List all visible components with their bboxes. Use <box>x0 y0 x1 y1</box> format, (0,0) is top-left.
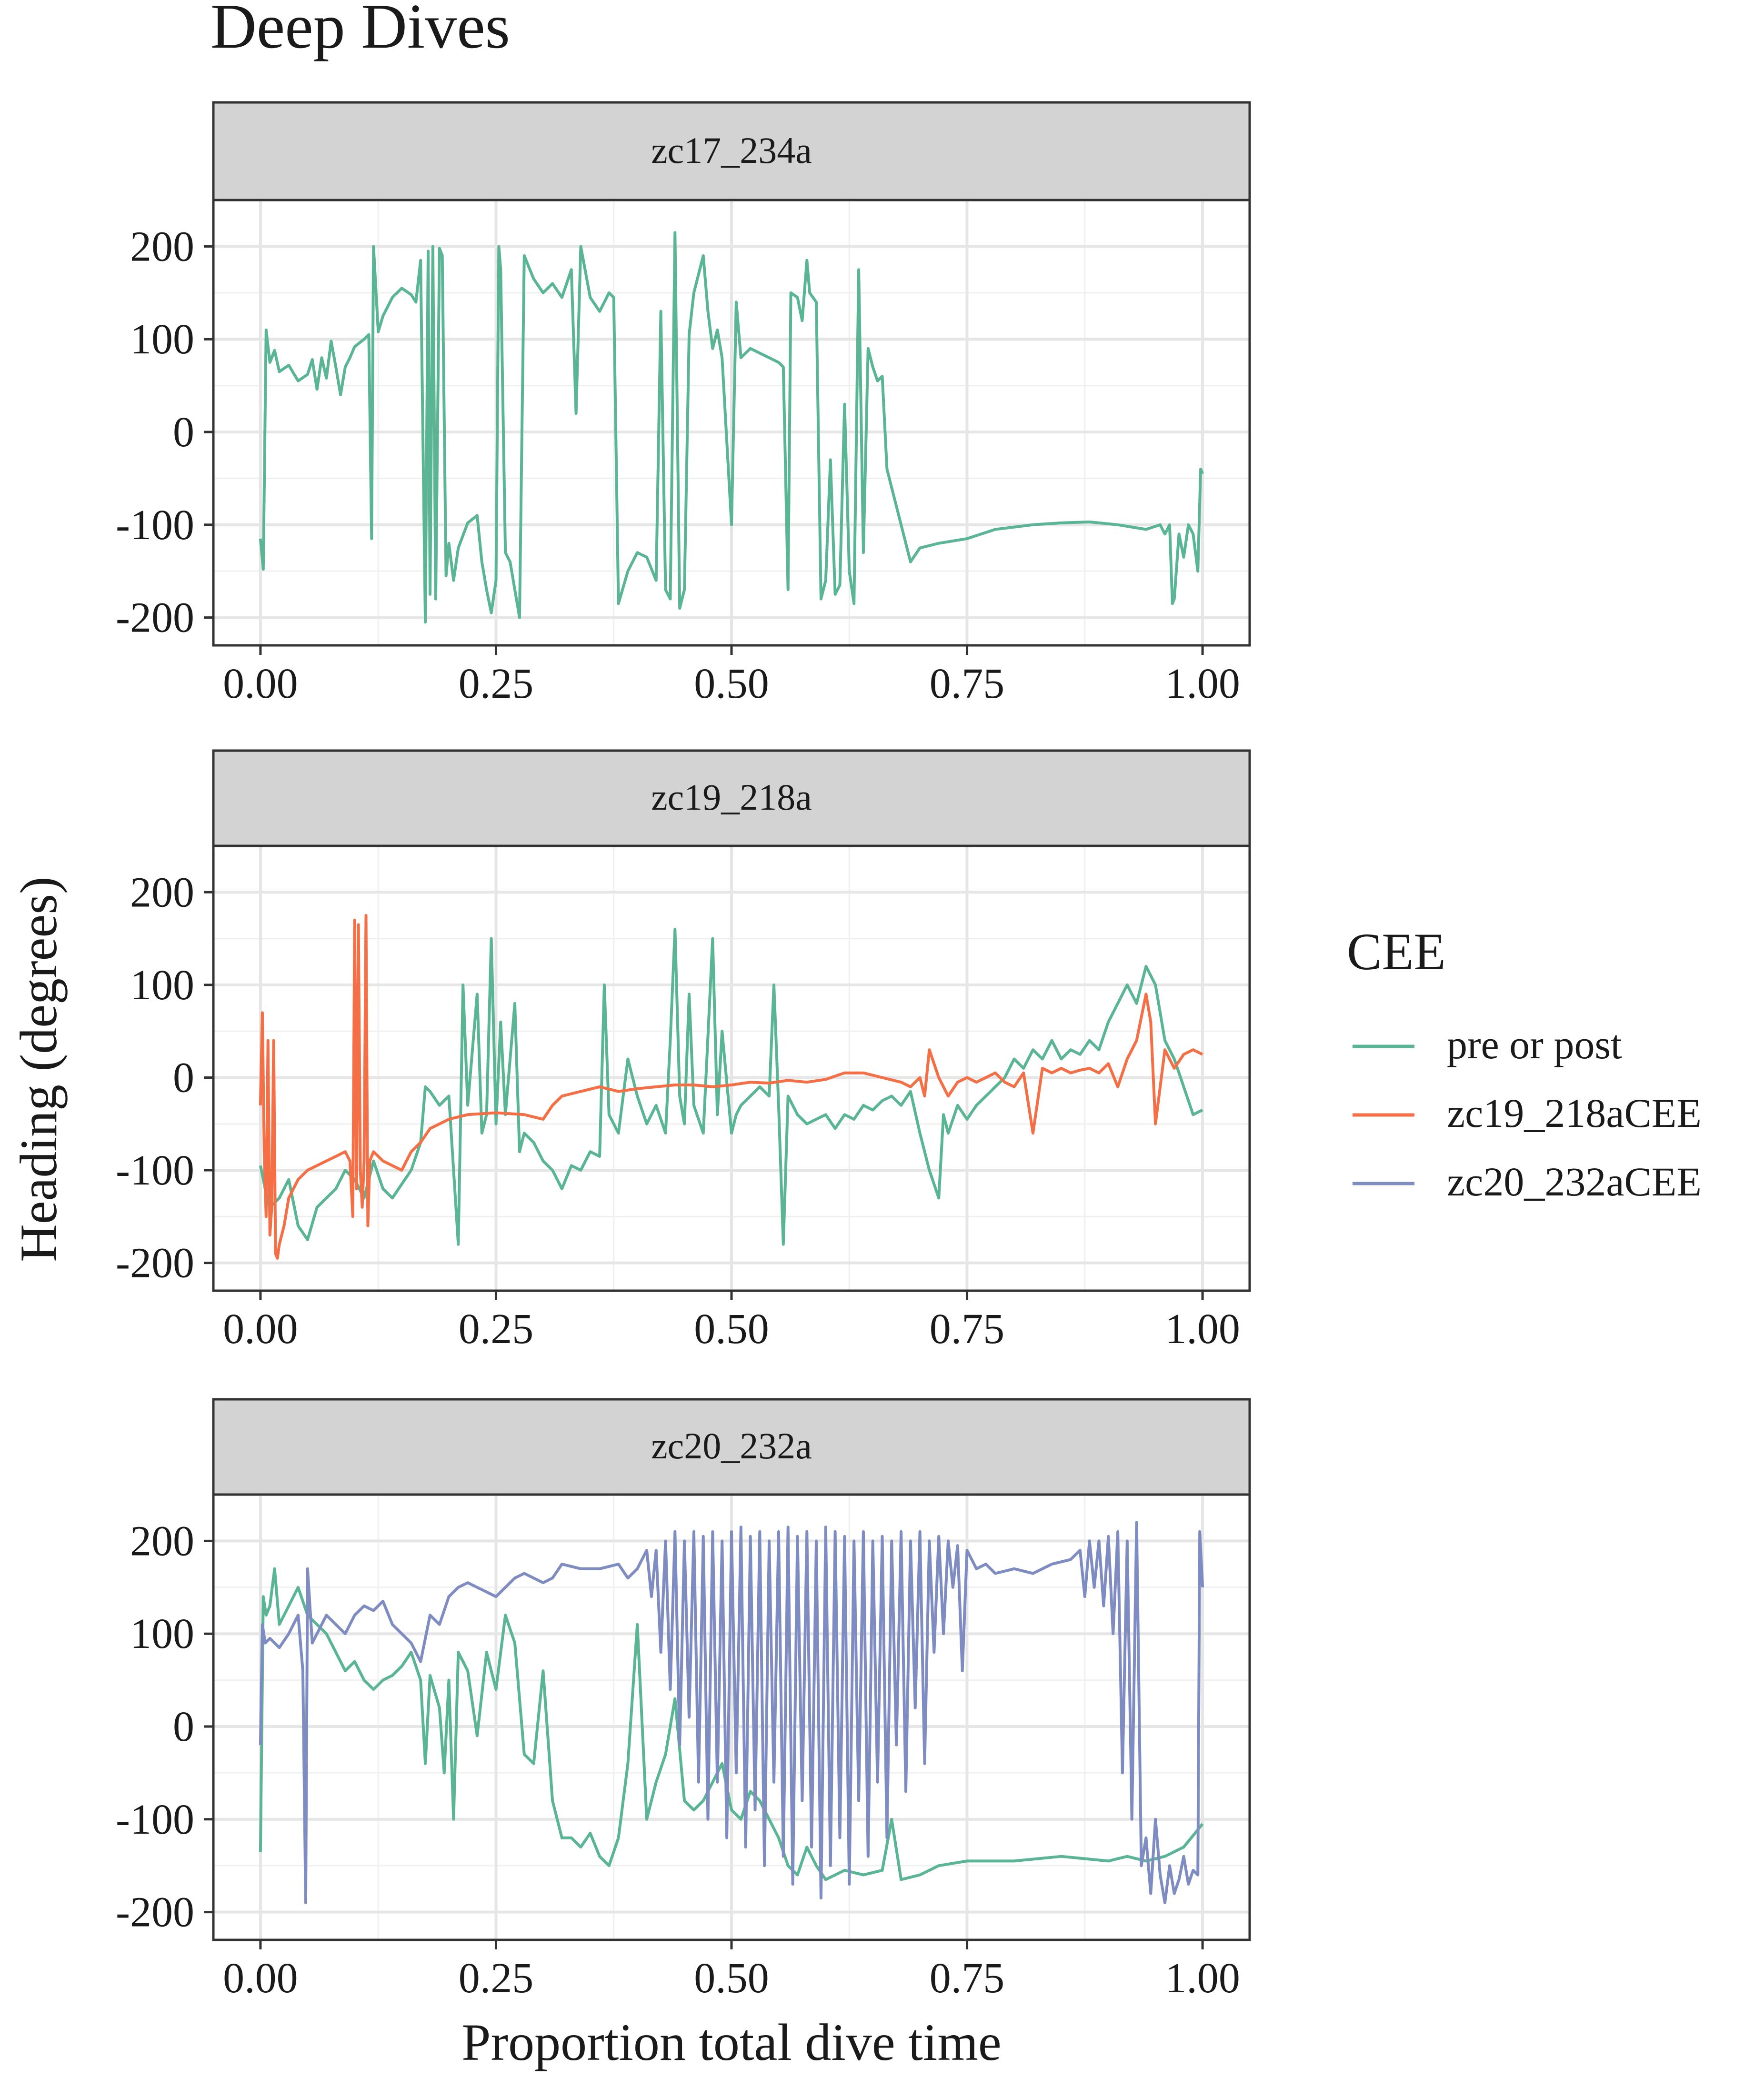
plot-area-2: 0.00 0.25 0.50 0.75 1.00 200 100 0 -100 -200 <box>116 844 1251 1353</box>
legend-label-3: zc20_232aCEE <box>1447 1159 1702 1205</box>
x-tick-label: 0.25 <box>459 660 534 707</box>
x-tick-label: 0.25 <box>459 1955 534 2002</box>
y-axis-title: Heading (degrees) <box>10 876 68 1262</box>
y-tick-label: 200 <box>130 1517 194 1565</box>
plot-area-1: 0.00 0.25 0.50 0.75 1.00 200 100 0 -100 -200 <box>116 199 1251 707</box>
x-axis-title: Proportion total dive time <box>461 2013 1001 2071</box>
x-tick-label: 0.25 <box>459 1305 534 1353</box>
legend-title: CEE <box>1347 923 1446 981</box>
y-tick-label: -100 <box>116 1796 194 1843</box>
y-tick-label: 100 <box>130 1610 194 1657</box>
y-tick-label: -200 <box>116 1889 194 1936</box>
plot-area-3: 0.00 0.25 0.50 0.75 1.00 200 100 0 -100 -200 <box>116 1493 1251 2002</box>
facet-strip-1 <box>212 101 1251 201</box>
series-line-p2-1 <box>259 928 1203 1246</box>
x-tick-label: 0.75 <box>930 660 1005 707</box>
y-tick-label: 200 <box>130 869 194 916</box>
facet-strip-2 <box>212 749 1251 847</box>
x-tick-label: 1.00 <box>1165 1305 1240 1353</box>
y-tick-label: 100 <box>130 962 194 1009</box>
series-line-p1-1 <box>259 231 1204 624</box>
facet-strip-label-1: zc17_234a <box>651 130 812 171</box>
x-tick-label: 1.00 <box>1165 660 1240 707</box>
y-tick-label: -100 <box>116 1147 194 1194</box>
legend: CEE pre or post zc19_218aCEE zc20_232aCE… <box>1347 923 1702 1205</box>
facet-strip-label-2: zc19_218a <box>651 776 812 818</box>
x-tick-label: 0.50 <box>694 1955 769 2002</box>
y-tick-label: -100 <box>116 502 194 549</box>
facet-panel-2: zc19_218a 0.00 0.25 0.50 0.75 1.00 200 100 0 -10… <box>116 749 1251 1353</box>
y-tick-label: 200 <box>130 223 194 270</box>
y-tick-label: -200 <box>116 1240 194 1287</box>
y-tick-label: 100 <box>130 316 194 363</box>
facet-panel-1: zc17_234a 0.00 0.25 0.50 0.75 1.00 200 100 0 -10… <box>116 101 1251 707</box>
series-line-p2-2 <box>259 914 1203 1260</box>
x-tick-label: 0.50 <box>694 1305 769 1353</box>
facet-panel-3: zc20_232a 0.00 0.25 0.50 0.75 1.00 200 100 0 -10… <box>116 1398 1251 2002</box>
x-tick-label: 0.50 <box>694 660 769 707</box>
y-tick-label: 0 <box>173 1054 194 1101</box>
x-tick-label: 0.00 <box>223 1955 298 2002</box>
legend-label-2: zc19_218aCEE <box>1447 1090 1702 1136</box>
x-tick-label: 0.00 <box>223 1305 298 1353</box>
x-tick-label: 0.75 <box>930 1955 1005 2002</box>
facet-strip-3 <box>212 1398 1251 1496</box>
x-tick-label: 0.75 <box>930 1305 1005 1353</box>
x-tick-label: 1.00 <box>1165 1955 1240 2002</box>
series-line-p3-1 <box>259 1567 1204 1881</box>
series-line-p3-2 <box>259 1521 1204 1905</box>
legend-label-1: pre or post <box>1447 1022 1622 1067</box>
x-tick-label: 0.00 <box>223 660 298 707</box>
facet-strip-label-3: zc20_232a <box>651 1425 812 1466</box>
chart-title: Deep Dives <box>210 0 510 61</box>
y-tick-label: -200 <box>116 594 194 642</box>
y-tick-label: 0 <box>173 409 194 456</box>
y-tick-label: 0 <box>173 1703 194 1750</box>
